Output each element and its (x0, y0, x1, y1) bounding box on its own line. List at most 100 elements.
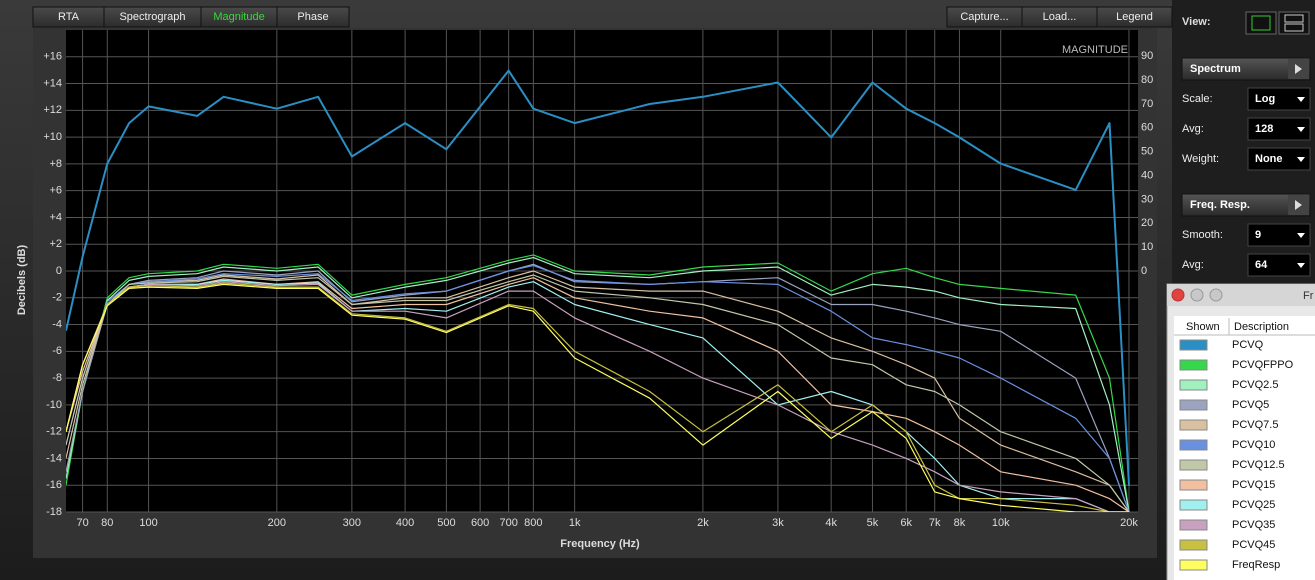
legend-entry: PCVQ12.5 (1232, 459, 1285, 471)
field-label: Avg: (1182, 123, 1204, 135)
field-label: Smooth: (1182, 229, 1223, 241)
dropdown[interactable] (1247, 147, 1311, 171)
legend-swatch[interactable] (1179, 359, 1208, 371)
toolbar-button-label: Legend (1116, 11, 1153, 23)
x-tick-label: 200 (268, 517, 286, 529)
series-line (66, 265, 1130, 512)
y-tick-label: +2 (49, 238, 62, 250)
y-tick-label: -14 (46, 452, 62, 464)
series-line (66, 281, 1129, 512)
minimize-button[interactable] (1190, 288, 1204, 302)
section-button[interactable] (1181, 193, 1311, 217)
toolbar-button[interactable] (1096, 6, 1173, 28)
close-button[interactable] (1171, 288, 1185, 302)
tab-label: Magnitude (213, 11, 264, 23)
legend-swatch[interactable] (1179, 459, 1208, 471)
x-tick-label: 3k (772, 517, 784, 529)
legend-entry: PCVQ45 (1232, 539, 1275, 551)
legend-entry: PCVQ (1232, 339, 1264, 351)
legend-swatch[interactable] (1179, 399, 1208, 411)
dropdown-value: None (1255, 153, 1283, 165)
toolbar-button-label: Capture... (960, 11, 1008, 23)
legend-swatch[interactable] (1179, 559, 1208, 571)
dropdown[interactable] (1247, 223, 1311, 247)
dropdown[interactable] (1247, 87, 1311, 111)
legend-swatch[interactable] (1179, 499, 1208, 511)
series-group (66, 69, 1130, 512)
tab-label: RTA (58, 11, 80, 23)
y-tick-label: +16 (43, 51, 62, 63)
legend-swatch[interactable] (1179, 479, 1208, 491)
dropdown-value: 64 (1255, 259, 1268, 271)
dropdown[interactable] (1247, 117, 1311, 141)
y-tick-label: +12 (43, 104, 62, 116)
dropdown[interactable] (1247, 253, 1311, 277)
y2-tick-label: 20 (1141, 217, 1153, 229)
series-line (66, 283, 1129, 512)
legend-entry: PCVQ2.5 (1232, 379, 1278, 391)
x-tick-label: 2k (697, 517, 709, 529)
y-tick-label: +10 (43, 131, 62, 143)
legend-swatch[interactable] (1179, 439, 1208, 451)
legend-entry: PCVQ7.5 (1232, 419, 1278, 431)
section-button[interactable] (1181, 57, 1311, 81)
y2-tick-label: 30 (1141, 193, 1153, 205)
legend-swatch[interactable] (1179, 339, 1208, 351)
dropdown-arrow (1297, 97, 1305, 102)
y2-tick-label: 10 (1141, 241, 1153, 253)
x-tick-label: 4k (825, 517, 837, 529)
dropdown-arrow (1297, 127, 1305, 132)
field-label: Weight: (1182, 153, 1219, 165)
y-axis-label: Decibels (dB) (16, 245, 28, 316)
legend-entry: PCVQ5 (1232, 399, 1269, 411)
view-single-glyph (1251, 15, 1271, 31)
view-split-icon[interactable] (1278, 11, 1310, 35)
legend-header: Description (1234, 321, 1289, 333)
legend-window-title: Fr (1303, 290, 1314, 302)
field-label: Scale: (1182, 93, 1213, 105)
y-tick-label: -4 (52, 318, 62, 330)
x-tick-label: 700 (499, 517, 517, 529)
series-line (66, 263, 1130, 512)
x-tick-label: 400 (396, 517, 414, 529)
y2-tick-label: 50 (1141, 146, 1153, 158)
x-tick-label: 800 (524, 517, 542, 529)
section-title: Spectrum (1190, 63, 1241, 75)
dropdown-arrow (1297, 263, 1305, 268)
series-line (66, 254, 1130, 512)
toolbar-button-label: Load... (1043, 11, 1077, 23)
dropdown-arrow (1297, 233, 1305, 238)
zoom-button[interactable] (1209, 288, 1223, 302)
tab[interactable] (276, 6, 350, 28)
legend-title-bar (1167, 284, 1315, 306)
y2-tick-label: 70 (1141, 98, 1153, 110)
y-tick-label: -6 (52, 345, 62, 357)
field-label: Avg: (1182, 259, 1204, 271)
series-line (66, 257, 1130, 512)
legend-header: Shown (1186, 321, 1220, 333)
legend-window: Fr Shown Description PCVQ PCVQFPPO PCVQ2.5 PCV… (1166, 283, 1315, 580)
section-arrow (1295, 64, 1302, 74)
legend-entry: PCVQFPPO (1232, 359, 1294, 371)
view-single-icon[interactable] (1245, 11, 1277, 35)
legend-swatch[interactable] (1179, 519, 1208, 531)
y-tick-label: +8 (49, 158, 62, 170)
x-tick-label: 70 (76, 517, 88, 529)
legend-entry: FreqResp (1232, 559, 1280, 571)
x-tick-label: 5k (867, 517, 879, 529)
x-tick-label: 7k (929, 517, 941, 529)
series-line (66, 69, 1130, 486)
series-line (66, 282, 1129, 512)
tab-label: Spectrograph (119, 11, 185, 23)
section-arrow (1295, 200, 1302, 210)
legend-swatch[interactable] (1179, 419, 1208, 431)
y-tick-label: +4 (49, 211, 62, 223)
y-tick-label: -2 (52, 292, 62, 304)
legend-swatch[interactable] (1179, 379, 1208, 391)
dropdown-value: Log (1255, 93, 1275, 105)
y2-tick-label: 0 (1141, 265, 1147, 277)
legend-swatch[interactable] (1179, 539, 1208, 551)
y-tick-label: +6 (49, 185, 62, 197)
view-split-glyph (1284, 14, 1304, 23)
x-tick-label: 10k (992, 517, 1010, 529)
